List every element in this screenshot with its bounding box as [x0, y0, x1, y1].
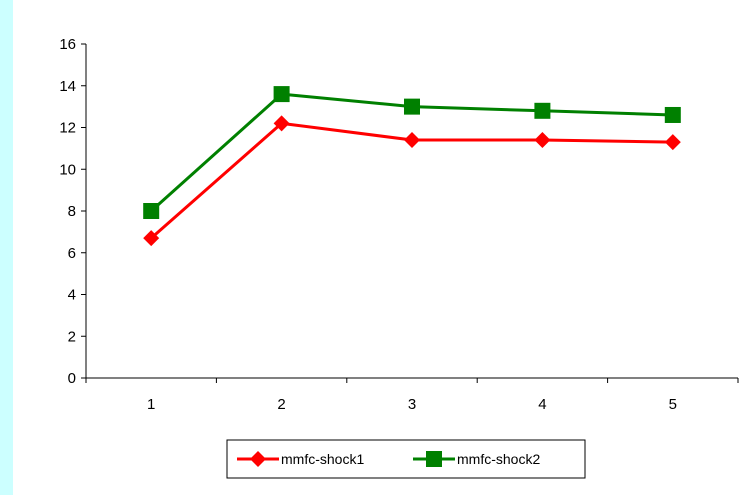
legend-swatch-marker	[250, 451, 266, 467]
chart-background	[13, 0, 751, 495]
legend-swatch-marker	[426, 451, 442, 467]
y-tick-label: 10	[59, 161, 76, 178]
y-tick-label: 0	[68, 370, 76, 387]
data-point	[534, 132, 551, 149]
x-tick-label: 2	[277, 396, 285, 413]
y-tick-label: 6	[68, 245, 76, 262]
data-point	[273, 86, 290, 103]
y-tick-label: 16	[59, 36, 76, 53]
x-tick-label: 3	[408, 396, 416, 413]
legend-entry: mmfc-shock1	[237, 451, 364, 467]
legend-entry: mmfc-shock2	[413, 451, 540, 467]
legend: mmfc-shock1 mmfc-shock2	[226, 439, 586, 479]
x-tick-label: 4	[538, 396, 546, 413]
series-mmfc-shock2	[143, 86, 681, 219]
data-point	[664, 106, 681, 123]
y-tick-label: 4	[68, 287, 76, 304]
legend-label: mmfc-shock1	[281, 451, 364, 467]
y-tick-label: 2	[68, 328, 76, 345]
y-axis-ticks: 0 2 4 6 8 10 12 14 16	[59, 36, 86, 387]
data-point	[664, 134, 681, 151]
legend-label: mmfc-shock2	[457, 451, 540, 467]
x-tick-label: 5	[669, 396, 677, 413]
y-tick-label: 12	[59, 120, 76, 137]
data-point	[273, 115, 290, 132]
series-mmfc-shock1	[143, 115, 681, 247]
data-point	[404, 98, 420, 115]
data-point	[404, 132, 420, 149]
data-point	[143, 230, 160, 247]
y-tick-label: 14	[59, 78, 76, 95]
y-tick-label: 8	[68, 203, 76, 220]
series-layer	[143, 86, 681, 247]
legend-box	[226, 439, 586, 479]
data-point	[534, 102, 551, 119]
x-axis-ticks: 1 2 3 4 5	[85, 378, 739, 413]
data-point	[143, 203, 160, 219]
x-tick-label: 1	[147, 396, 155, 413]
